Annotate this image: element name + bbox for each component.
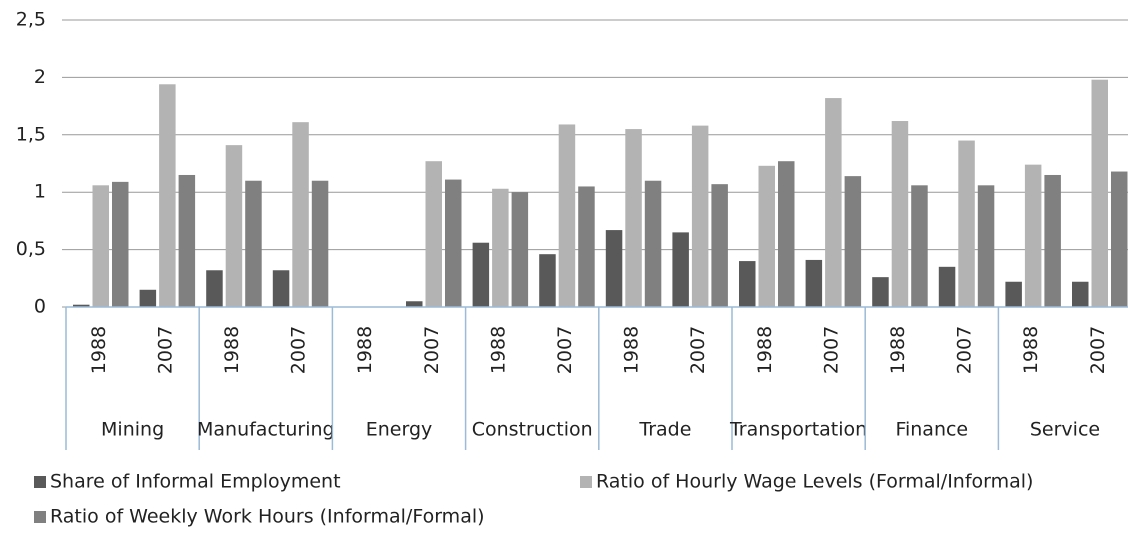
bar <box>558 124 576 307</box>
x-tick-label: 2007 <box>820 326 842 374</box>
x-tick-label: 2007 <box>954 326 976 374</box>
bar <box>605 230 623 307</box>
bar <box>159 84 176 308</box>
bar <box>644 180 662 307</box>
legend-swatch <box>580 476 592 488</box>
bar <box>73 304 90 307</box>
y-tick-label: 0,5 <box>16 238 46 260</box>
legend-label: Share of Informal Employment <box>50 471 341 493</box>
x-tick-label: 1988 <box>621 326 643 374</box>
legend-swatch <box>34 511 46 523</box>
bar <box>311 180 329 307</box>
bar <box>1044 174 1061 307</box>
bar <box>758 165 775 307</box>
x-tick-label: 1988 <box>487 326 509 374</box>
group-label: Finance <box>895 419 968 441</box>
bar <box>292 122 309 307</box>
group-label: Trade <box>638 419 691 441</box>
bar <box>739 261 756 307</box>
bar <box>245 180 262 307</box>
bar <box>625 129 642 307</box>
bar <box>425 161 442 307</box>
bar <box>977 185 995 307</box>
bar <box>492 188 509 307</box>
bar <box>672 232 689 307</box>
bar <box>711 184 728 307</box>
bar <box>206 270 223 307</box>
bar <box>691 125 709 307</box>
bar <box>891 121 909 307</box>
y-tick-label: 2 <box>34 66 46 88</box>
bar <box>92 185 109 307</box>
bar <box>844 176 862 307</box>
bar <box>539 254 556 307</box>
bar <box>911 185 928 307</box>
y-tick-label: 1,5 <box>16 123 46 145</box>
x-tick-label: 2007 <box>421 326 443 374</box>
bar <box>805 259 823 307</box>
bar <box>1111 171 1128 307</box>
group-label: Energy <box>366 419 433 441</box>
x-tick-label: 2007 <box>288 326 310 374</box>
y-tick-label: 1 <box>34 181 46 203</box>
group-label: Transportation <box>729 419 867 441</box>
x-tick-label: 1988 <box>88 326 110 374</box>
x-tick-label: 2007 <box>1087 326 1109 374</box>
bar <box>406 301 423 307</box>
x-tick-label: 1988 <box>221 326 243 374</box>
legend-swatch <box>34 476 46 488</box>
bar <box>445 179 462 307</box>
bar <box>872 277 889 307</box>
group-label: Mining <box>101 419 164 441</box>
bar <box>112 181 129 307</box>
legend-label: Ratio of Hourly Wage Levels (Formal/Info… <box>596 471 1033 493</box>
x-tick-label: 2007 <box>154 326 176 374</box>
x-tick-label: 1988 <box>1020 326 1042 374</box>
bar <box>778 161 795 307</box>
group-label: Construction <box>472 419 593 441</box>
bar <box>511 192 529 307</box>
bar <box>139 289 157 307</box>
bar <box>1072 281 1089 307</box>
x-tick-label: 2007 <box>554 326 576 374</box>
y-tick-label: 0 <box>34 296 46 318</box>
y-tick-label: 2,5 <box>16 9 46 31</box>
bar <box>1024 164 1042 307</box>
bar <box>958 140 975 307</box>
x-tick-label: 1988 <box>354 326 376 374</box>
x-tick-label: 1988 <box>754 326 776 374</box>
group-label: Manufacturing <box>197 419 335 441</box>
group-label: Service <box>1030 419 1100 441</box>
bar <box>1091 79 1108 307</box>
x-tick-label: 2007 <box>687 326 709 374</box>
bar <box>825 98 842 308</box>
bar <box>272 270 290 307</box>
legend-label: Ratio of Weekly Work Hours (Informal/For… <box>50 506 485 528</box>
x-tick-label: 1988 <box>887 326 909 374</box>
bar <box>225 145 243 307</box>
bar <box>472 242 490 307</box>
bar <box>578 186 595 307</box>
bar <box>1005 281 1022 307</box>
bar <box>938 266 956 307</box>
bar <box>178 174 196 307</box>
